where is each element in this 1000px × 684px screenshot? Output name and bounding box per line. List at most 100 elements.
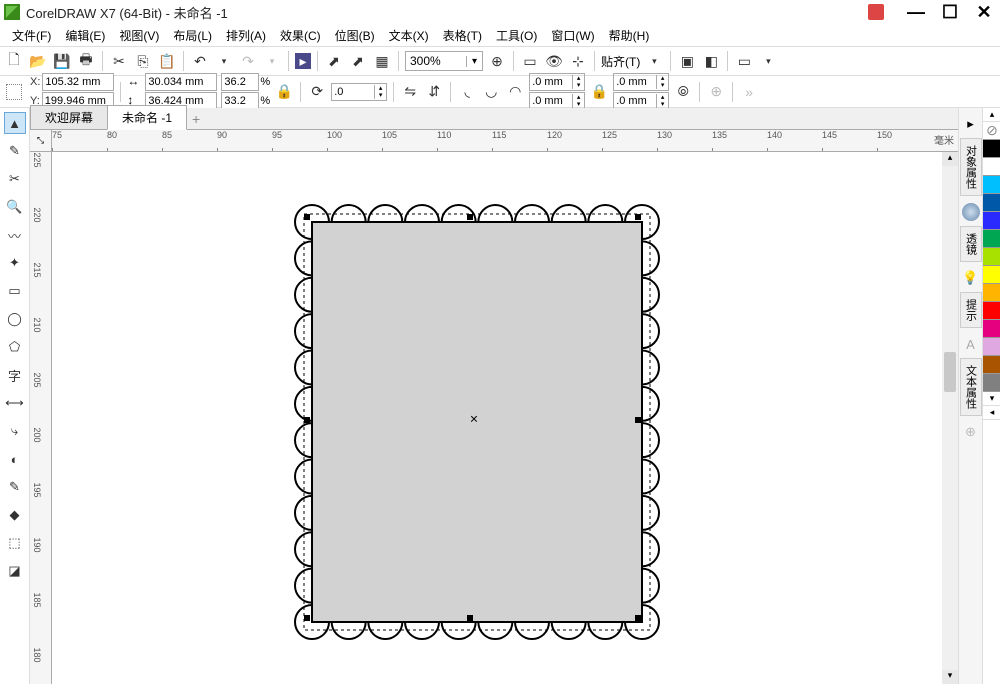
color-swatch[interactable] — [983, 230, 1000, 248]
undo-icon[interactable]: ↶ — [190, 51, 210, 71]
docker-object-properties[interactable]: 对象属性 — [960, 138, 982, 196]
zoom-combo[interactable]: ▾ — [405, 51, 483, 71]
app-icon[interactable]: ▦ — [372, 51, 392, 71]
scroll-thumb[interactable] — [944, 352, 956, 392]
palette-up-icon[interactable]: ▴ — [983, 108, 1000, 122]
menu-file[interactable]: 文件(F) — [6, 25, 57, 46]
docker-toggle-icon[interactable]: ▸ — [962, 115, 980, 133]
launch-icon[interactable]: ◧ — [701, 51, 721, 71]
origin-grid-icon[interactable] — [4, 82, 24, 102]
snap-toggle-icon[interactable]: ⊹ — [568, 51, 588, 71]
palette-down-icon[interactable]: ▾ — [983, 392, 1000, 406]
menu-tools[interactable]: 工具(O) — [490, 25, 543, 46]
paste-icon[interactable]: 📋 — [157, 51, 177, 71]
wrap-text-icon[interactable]: ⊕ — [706, 82, 726, 102]
rotation-field[interactable] — [332, 86, 374, 98]
selection-handle[interactable] — [304, 214, 310, 220]
zoom-dropdown-icon[interactable]: ▾ — [466, 56, 482, 67]
hint-icon[interactable]: 💡 — [962, 269, 980, 287]
color-swatch[interactable] — [983, 158, 1000, 176]
zoom-fit-icon[interactable]: ⊕ — [487, 51, 507, 71]
menu-bitmap[interactable]: 位图(B) — [329, 25, 381, 46]
selection-handle[interactable] — [304, 615, 310, 621]
color-swatch[interactable] — [983, 140, 1000, 158]
relative-corner-icon[interactable]: ⦾ — [673, 82, 693, 102]
color-swatch[interactable] — [983, 248, 1000, 266]
corner-radius-1[interactable]: ▴▾ — [529, 73, 585, 91]
pick-tool-icon[interactable]: ▲ — [4, 112, 26, 134]
color-swatch[interactable] — [983, 194, 1000, 212]
overflow-icon[interactable]: » — [739, 82, 759, 102]
fill-tool-icon[interactable]: ◆ — [4, 504, 26, 526]
layout-icon[interactable]: ▭ — [734, 51, 754, 71]
menu-text[interactable]: 文本(X) — [383, 25, 435, 46]
ellipse-tool-icon[interactable]: ◯ — [4, 308, 26, 330]
lens-icon[interactable] — [962, 203, 980, 221]
text-tool-icon[interactable]: 字 — [4, 364, 26, 386]
print-icon[interactable]: 🖶 — [76, 51, 96, 71]
corner-icon[interactable]: ◟ — [457, 82, 477, 102]
scroll-down-icon[interactable]: ▾ — [942, 670, 958, 684]
polygon-tool-icon[interactable]: ⬠ — [4, 336, 26, 358]
save-icon[interactable]: 💾 — [52, 51, 72, 71]
color-swatch[interactable] — [983, 374, 1000, 392]
palette-flyout-icon[interactable]: ◂ — [983, 406, 1000, 420]
dimension-tool-icon[interactable]: ⟷ — [4, 392, 26, 414]
zoom-tool-icon[interactable]: 🔍 — [4, 196, 26, 218]
docker-text-properties[interactable]: 文本属性 — [960, 358, 982, 416]
rotation-input[interactable]: ▴▾ — [331, 83, 387, 101]
color-swatch[interactable] — [983, 212, 1000, 230]
menu-edit[interactable]: 编辑(E) — [59, 25, 111, 46]
tab-add-button[interactable]: + — [186, 109, 206, 129]
menu-layout[interactable]: 布局(L) — [167, 25, 218, 46]
add-docker-icon[interactable]: ⊕ — [962, 423, 980, 441]
rectangle-tool-icon[interactable]: ▭ — [4, 280, 26, 302]
text-docker-icon[interactable]: A — [962, 335, 980, 353]
vertical-ruler[interactable]: 225220215210205200195190185180 — [30, 152, 52, 684]
export-icon[interactable]: ⬈ — [324, 51, 344, 71]
mirror-v-icon[interactable]: ⇵ — [424, 82, 444, 102]
color-swatch[interactable] — [983, 284, 1000, 302]
connector-tool-icon[interactable]: ⤷ — [4, 420, 26, 442]
copy-icon[interactable]: ⎘ — [133, 51, 153, 71]
redo-icon[interactable]: ↷ — [238, 51, 258, 71]
redo-dropdown-icon[interactable]: ▾ — [262, 51, 282, 71]
publish-icon[interactable]: ⬈ — [348, 51, 368, 71]
scale-x-input[interactable] — [221, 73, 259, 91]
x-input[interactable] — [42, 73, 114, 91]
tab-document[interactable]: 未命名 -1 — [107, 105, 187, 130]
outline-tool-icon[interactable]: ⬚ — [4, 532, 26, 554]
snap-label[interactable]: 贴齐(T) — [601, 53, 640, 70]
color-swatch[interactable] — [983, 302, 1000, 320]
menu-view[interactable]: 视图(V) — [113, 25, 165, 46]
eyedropper-tool-icon[interactable]: ✎ — [4, 476, 26, 498]
scroll-up-icon[interactable]: ▴ — [942, 152, 958, 166]
menu-table[interactable]: 表格(T) — [437, 25, 488, 46]
new-icon[interactable]: 🗋 — [4, 51, 24, 71]
selection-handle[interactable] — [635, 214, 641, 220]
docker-hints[interactable]: 提示 — [960, 292, 982, 328]
vertical-scrollbar[interactable]: ▴ ▾ — [942, 152, 958, 684]
fullscreen-icon[interactable]: ▭ — [520, 51, 540, 71]
corner-icon-3[interactable]: ◠ — [505, 82, 525, 102]
menu-window[interactable]: 窗口(W) — [545, 25, 600, 46]
menu-arrange[interactable]: 排列(A) — [220, 25, 272, 46]
import-icon[interactable]: ▸ — [295, 53, 311, 69]
options-icon[interactable]: ▣ — [677, 51, 697, 71]
undo-dropdown-icon[interactable]: ▾ — [214, 51, 234, 71]
crop-tool-icon[interactable]: ✂ — [4, 168, 26, 190]
corner-icon-2[interactable]: ◡ — [481, 82, 501, 102]
minimize-button[interactable]: — — [904, 2, 928, 23]
color-swatch[interactable] — [983, 176, 1000, 194]
snap-dropdown-icon[interactable]: ▾ — [644, 51, 664, 71]
color-swatch[interactable] — [983, 266, 1000, 284]
layout-dropdown-icon[interactable]: ▾ — [758, 51, 778, 71]
close-button[interactable]: ✕ — [972, 2, 996, 23]
selection-handle[interactable] — [635, 615, 641, 621]
width-input[interactable] — [145, 73, 217, 91]
open-icon[interactable]: 📂 — [28, 51, 48, 71]
selection-handle[interactable] — [467, 615, 473, 621]
menu-help[interactable]: 帮助(H) — [603, 25, 656, 46]
selection-handle[interactable] — [304, 417, 310, 423]
corner-radius-3[interactable]: ▴▾ — [613, 73, 669, 91]
